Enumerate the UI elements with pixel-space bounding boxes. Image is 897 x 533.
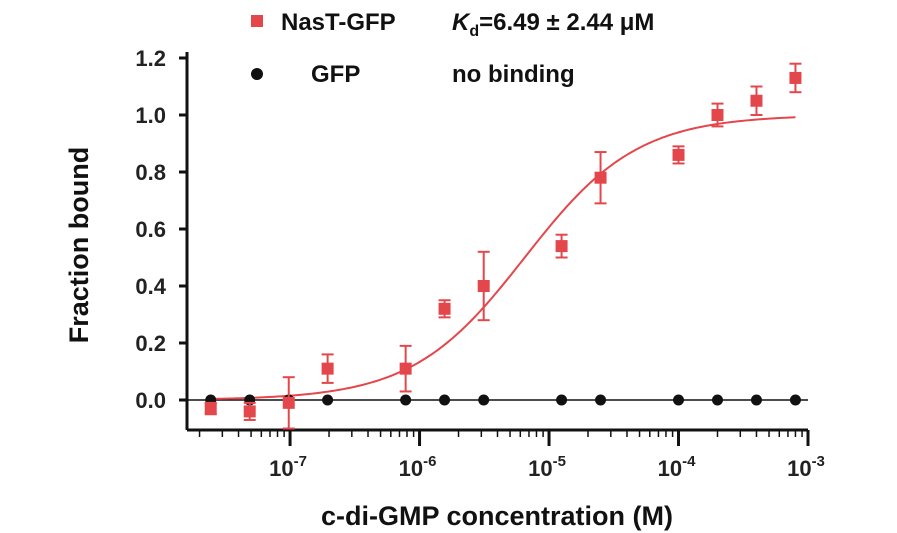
x-ticks: 10-7 10-6 10-5 10-4 10-3: [198, 430, 825, 481]
gfp-point: [556, 394, 568, 406]
nast-gfp-point: [282, 396, 295, 409]
y-ticks: 0.0 0.2 0.4 0.6 0.8 1.0 1.2: [135, 46, 187, 413]
y-tick-label: 0.0: [135, 388, 166, 413]
nast-gfp-points: [204, 62, 802, 430]
x-tick-label: 10-7: [269, 453, 307, 481]
nast-gfp-point: [438, 302, 451, 315]
legend-marker-nast-gfp: [251, 15, 263, 27]
axes: [185, 52, 808, 432]
x-tick-label: 10-6: [399, 453, 437, 481]
y-tick-label: 0.6: [135, 217, 166, 242]
x-axis-title: c-di-GMP concentration (M): [321, 501, 673, 531]
y-tick-label: 0.2: [135, 331, 166, 356]
legend-marker-gfp: [251, 68, 263, 80]
y-tick-label: 0.4: [135, 274, 166, 299]
fit-curve-nast-gfp: [210, 116, 796, 400]
nast-gfp-point: [750, 94, 763, 107]
nast-gfp-point: [321, 362, 334, 375]
x-tick-label: 10-3: [787, 453, 825, 481]
y-tick-label: 0.8: [135, 160, 166, 185]
x-tick-label: 10-5: [528, 453, 566, 481]
nast-gfp-point: [243, 405, 256, 418]
legend-annotation-no-binding: no binding: [452, 61, 575, 88]
gfp-point: [400, 394, 412, 406]
nast-gfp-point: [594, 171, 607, 184]
nast-gfp-point: [204, 402, 217, 415]
gfp-point: [478, 394, 490, 406]
gfp-point: [673, 394, 685, 406]
x-tick-label: 10-4: [658, 453, 696, 481]
legend: NasT-GFP Kd=6.49 ± 2.44 μM GFP no bindin…: [251, 9, 654, 88]
gfp-point: [789, 394, 801, 406]
y-tick-label: 1.0: [135, 103, 166, 128]
gfp-point: [595, 394, 607, 406]
legend-label-gfp: GFP: [311, 61, 360, 88]
nast-gfp-point: [789, 71, 802, 84]
nast-gfp-point: [399, 362, 412, 375]
legend-label-nast-gfp: NasT-GFP: [281, 9, 396, 36]
y-tick-label: 1.2: [135, 46, 166, 71]
gfp-point: [439, 394, 451, 406]
gfp-point: [322, 394, 334, 406]
nast-gfp-point: [711, 109, 724, 121]
y-axis-title: Fraction bound: [64, 147, 94, 343]
nast-gfp-point: [672, 148, 685, 161]
gfp-point: [711, 394, 723, 406]
legend-annotation-kd: Kd=6.49 ± 2.44 μM: [452, 9, 654, 40]
gfp-point: [750, 394, 762, 406]
nast-gfp-point: [477, 280, 490, 292]
nast-gfp-point: [555, 240, 568, 253]
